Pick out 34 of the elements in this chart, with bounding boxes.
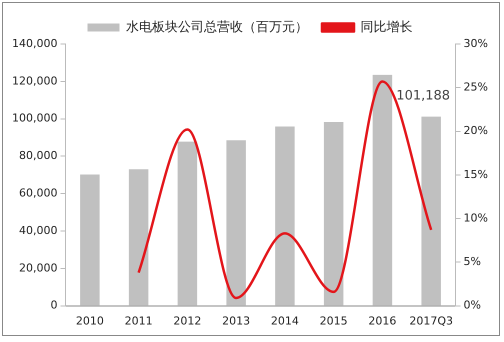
x-tick-label: 2010 bbox=[76, 314, 104, 328]
bar bbox=[226, 140, 246, 306]
bar bbox=[421, 116, 441, 306]
y-tick-label: 0 bbox=[50, 298, 58, 312]
y2-tick-label: 10% bbox=[464, 211, 488, 224]
legend-label: 水电板块公司总营收（百万元） bbox=[126, 20, 308, 35]
y-tick-label: 60,000 bbox=[18, 186, 58, 200]
data-label: 101,188 bbox=[396, 88, 450, 104]
bar bbox=[178, 142, 198, 306]
y2-tick-label: 20% bbox=[464, 124, 488, 138]
x-tick-label: 2013 bbox=[222, 314, 250, 328]
legend-label: 同比增长 bbox=[360, 20, 412, 35]
x-tick-label: 2017Q3 bbox=[409, 314, 453, 328]
y2-tick-label: 30% bbox=[464, 36, 488, 50]
bar bbox=[324, 122, 344, 306]
y2-tick-label: 0% bbox=[464, 298, 482, 312]
y2-tick-label: 15% bbox=[464, 168, 488, 181]
y2-tick-label: 25% bbox=[464, 80, 488, 94]
y-tick-label: 20,000 bbox=[18, 261, 58, 274]
bar bbox=[275, 126, 295, 306]
bar bbox=[372, 74, 392, 306]
y-tick-label: 120,000 bbox=[12, 74, 58, 88]
x-tick-label: 2014 bbox=[270, 314, 299, 328]
y-tick-label: 140,000 bbox=[12, 36, 58, 50]
x-tick-label: 2016 bbox=[368, 314, 396, 328]
x-tick-label: 2015 bbox=[320, 314, 348, 328]
y2-tick-label: 5% bbox=[464, 255, 482, 268]
bar bbox=[80, 174, 100, 306]
y-tick-label: 80,000 bbox=[18, 149, 58, 162]
x-tick-label: 2012 bbox=[173, 314, 202, 328]
y-tick-label: 100,000 bbox=[12, 112, 58, 125]
bar bbox=[128, 169, 148, 306]
y-tick-label: 40,000 bbox=[18, 224, 58, 237]
x-tick-label: 2011 bbox=[124, 314, 153, 328]
